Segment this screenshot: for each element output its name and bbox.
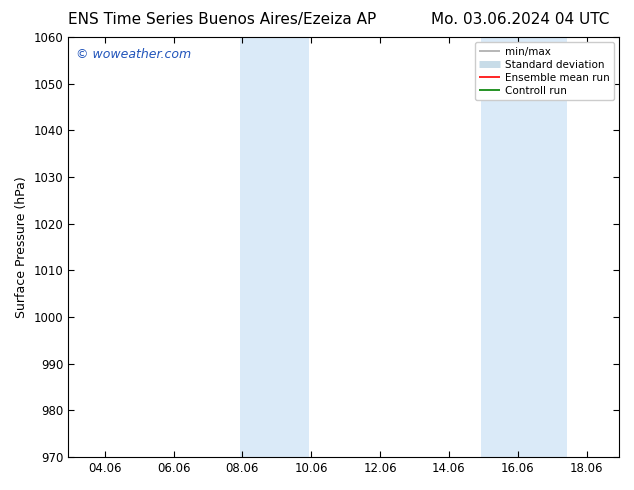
Text: Mo. 03.06.2024 04 UTC: Mo. 03.06.2024 04 UTC bbox=[430, 12, 609, 27]
Legend: min/max, Standard deviation, Ensemble mean run, Controll run: min/max, Standard deviation, Ensemble me… bbox=[475, 42, 614, 100]
Text: ENS Time Series Buenos Aires/Ezeiza AP: ENS Time Series Buenos Aires/Ezeiza AP bbox=[68, 12, 376, 27]
Bar bbox=[240, 37, 309, 457]
Y-axis label: Surface Pressure (hPa): Surface Pressure (hPa) bbox=[15, 176, 28, 318]
Bar bbox=[481, 37, 567, 457]
Text: © woweather.com: © woweather.com bbox=[77, 48, 191, 61]
